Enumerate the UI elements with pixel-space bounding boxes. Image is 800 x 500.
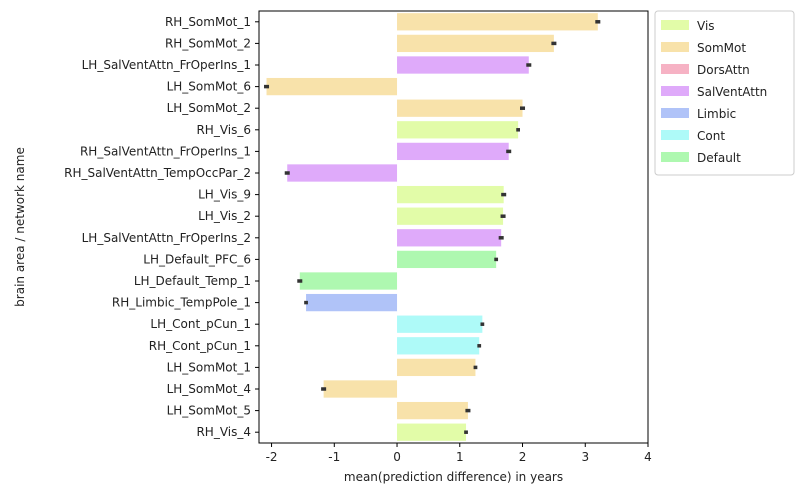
bar-RH_Limbic_TempPole_1 bbox=[306, 293, 398, 312]
y-tick-label: RH_SomMot_1 bbox=[165, 15, 251, 29]
error-bars-layer bbox=[264, 20, 601, 434]
bar-LH_Default_PFC_6 bbox=[397, 250, 497, 269]
legend-label-Cont: Cont bbox=[697, 129, 725, 143]
bar-LH_Vis_2 bbox=[397, 207, 504, 225]
y-tick-label: LH_Default_PFC_6 bbox=[143, 252, 251, 266]
y-tick-label: RH_SalVentAttn_TempOccPar_2 bbox=[64, 166, 251, 180]
x-tick-label: 1 bbox=[456, 450, 464, 464]
x-tick-label: -2 bbox=[266, 450, 278, 464]
y-tick-label: LH_SomMot_5 bbox=[167, 404, 251, 418]
y-tick-label: RH_SalVentAttn_FrOperIns_1 bbox=[80, 144, 251, 158]
bar-LH_SomMot_1 bbox=[397, 358, 476, 377]
legend-swatch-DorsAttn bbox=[661, 64, 689, 74]
legend-swatch-SalVentAttn bbox=[661, 86, 689, 96]
y-tick-label: LH_Vis_2 bbox=[198, 209, 251, 223]
y-tick-label: RH_Cont_pCun_1 bbox=[149, 339, 251, 353]
x-tick-labels: -2 -1 0 1 2 3 4 bbox=[266, 450, 652, 464]
y-axis-title: brain area / network name bbox=[13, 147, 27, 307]
legend-label-Vis: Vis bbox=[697, 19, 715, 33]
y-tick-label: RH_Vis_6 bbox=[196, 123, 251, 137]
bar-RH_SalVentAttn_FrOperIns_1 bbox=[397, 142, 509, 161]
bar-LH_Cont_pCun_1 bbox=[397, 315, 483, 333]
legend-swatch-Vis bbox=[661, 20, 689, 30]
axes-layer bbox=[255, 10, 649, 447]
x-axis-title: mean(prediction difference) in years bbox=[344, 470, 563, 484]
legend-swatch-Default bbox=[661, 152, 689, 162]
bar-LH_SomMot_2 bbox=[397, 99, 523, 117]
legend-frame bbox=[654, 10, 795, 176]
y-tick-label: RH_Limbic_TempPole_1 bbox=[112, 296, 251, 310]
x-tick-label: 2 bbox=[519, 450, 527, 464]
plot-frame bbox=[258, 10, 649, 444]
y-tick-label: LH_SomMot_1 bbox=[167, 360, 251, 374]
bar-LH_SalVentAttn_FrOperIns_1 bbox=[397, 56, 529, 74]
y-tick-label: LH_SomMot_6 bbox=[167, 80, 251, 94]
y-tick-label: LH_Cont_pCun_1 bbox=[150, 317, 251, 331]
y-tick-label: LH_Vis_9 bbox=[198, 188, 251, 202]
x-tick-label: -1 bbox=[328, 450, 340, 464]
y-tick-labels: RH_SomMot_1 RH_SomMot_2 LH_SalVentAttn_FrO… bbox=[64, 15, 251, 439]
y-tick-label: LH_SalVentAttn_FrOperIns_2 bbox=[82, 231, 251, 245]
bar-LH_Default_Temp_1 bbox=[299, 272, 398, 290]
bar-RH_Cont_pCun_1 bbox=[397, 337, 480, 355]
legend-label-DorsAttn: DorsAttn bbox=[697, 63, 750, 77]
legend-label-Limbic: Limbic bbox=[697, 107, 736, 121]
y-tick-label: LH_Default_Temp_1 bbox=[134, 274, 251, 288]
y-tick-label: LH_SalVentAttn_FrOperIns_1 bbox=[82, 58, 251, 72]
y-tick-label: RH_SomMot_2 bbox=[165, 36, 251, 50]
x-tick-label: 3 bbox=[581, 450, 589, 464]
legend-label-Default: Default bbox=[697, 151, 741, 165]
y-tick-label: RH_Vis_4 bbox=[196, 425, 251, 439]
bar-RH_Vis_6 bbox=[397, 121, 519, 139]
bars-layer bbox=[266, 13, 598, 441]
bar-RH_SomMot_1 bbox=[397, 13, 598, 31]
legend-label-SomMot: SomMot bbox=[697, 41, 746, 55]
y-tick-label: LH_SomMot_4 bbox=[167, 382, 251, 396]
legend-swatch-Limbic bbox=[661, 108, 689, 118]
legend-swatch-SomMot bbox=[661, 42, 689, 52]
bar-LH_Vis_9 bbox=[397, 185, 504, 204]
legend-label-SalVentAttn: SalVentAttn bbox=[697, 85, 767, 99]
bar-RH_SalVentAttn_TempOccPar_2 bbox=[287, 164, 398, 182]
legend-swatch-Cont bbox=[661, 130, 689, 140]
bar-RH_SomMot_2 bbox=[397, 34, 554, 53]
bar-LH_SomMot_6 bbox=[266, 77, 398, 96]
x-tick-label: 4 bbox=[644, 450, 652, 464]
y-tick-label: LH_SomMot_2 bbox=[167, 101, 251, 115]
bar-LH_SomMot_5 bbox=[397, 401, 468, 420]
legend: Vis SomMot DorsAttn SalVentAttn Limbic Cont De… bbox=[654, 10, 795, 176]
bar-RH_Vis_4 bbox=[397, 423, 467, 441]
bar-LH_SalVentAttn_FrOperIns_2 bbox=[397, 229, 502, 247]
bar-LH_SomMot_4 bbox=[323, 380, 398, 398]
x-tick-label: 0 bbox=[393, 450, 401, 464]
